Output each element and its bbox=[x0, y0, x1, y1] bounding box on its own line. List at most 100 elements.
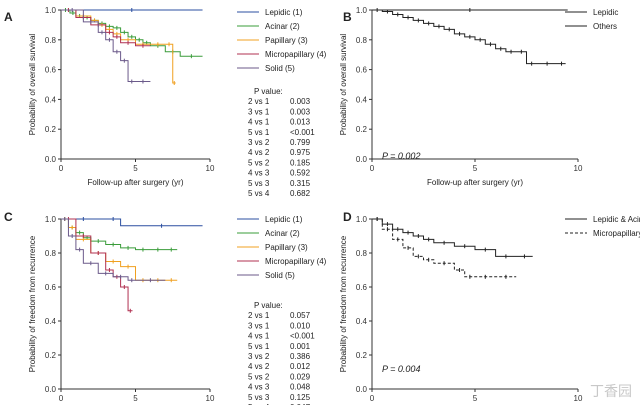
y-tick-label: 0.4 bbox=[45, 317, 57, 326]
legend-label-3: Papillary (3) bbox=[265, 36, 308, 45]
series-line-2 bbox=[61, 9, 203, 57]
panel-letter-c: C bbox=[4, 210, 13, 224]
pvalue-comparison: 3 vs 1 bbox=[248, 321, 270, 330]
y-tick-label: 0.6 bbox=[45, 66, 57, 75]
pvalue-comparison: 5 vs 3 bbox=[248, 393, 270, 402]
y-axis-label: Probability of overall survival bbox=[28, 34, 37, 136]
y-tick-label: 0.8 bbox=[45, 249, 57, 258]
pvalue-value: 0.682 bbox=[290, 189, 311, 198]
pvalue-comparison: 4 vs 3 bbox=[248, 169, 270, 178]
pvalue-comparison: 5 vs 2 bbox=[248, 372, 270, 381]
pvalue-comparison: 4 vs 2 bbox=[248, 148, 270, 157]
pvalue-value: <0.001 bbox=[290, 332, 315, 341]
legend-a: Lepidic (1) Acinar (2) Papillary (3) Microp… bbox=[237, 8, 327, 73]
series-line-4 bbox=[61, 218, 133, 312]
x-tick-label: 0 bbox=[370, 394, 375, 403]
pvalue-comparison: 2 vs 1 bbox=[248, 311, 270, 320]
legend-label-2: Micropapillary & Solid bbox=[593, 229, 640, 238]
series-line-3 bbox=[61, 9, 176, 84]
y-tick-label: 0.0 bbox=[45, 385, 57, 394]
x-tick-label: 5 bbox=[473, 394, 478, 403]
pvalue-title: P value: bbox=[254, 301, 283, 310]
pvalue-value: 0.386 bbox=[290, 352, 311, 361]
y-tick-label: 0.6 bbox=[356, 66, 368, 75]
y-axis-label: Probability of freedom from recurrence bbox=[339, 235, 348, 372]
pvalue-comparison: 3 vs 1 bbox=[248, 107, 270, 116]
watermark: 丁香园 bbox=[590, 384, 632, 400]
legend-label-1: Lepidic bbox=[593, 8, 618, 17]
pvalue-table-a: P value:2 vs 1 0.003 3 vs 1 0.003 4 vs 1 0.01… bbox=[248, 87, 315, 198]
x-tick-label: 5 bbox=[473, 164, 478, 173]
pvalue-value: 0.012 bbox=[290, 362, 311, 371]
series-line-5 bbox=[61, 9, 151, 83]
y-tick-label: 0.6 bbox=[45, 283, 57, 292]
pvalue-value: 0.029 bbox=[290, 372, 311, 381]
legend-b: Lepidic Others bbox=[565, 8, 618, 31]
x-tick-label: 10 bbox=[206, 164, 215, 173]
x-tick-label: 0 bbox=[59, 164, 64, 173]
series-line-2 bbox=[372, 218, 517, 278]
legend-label-5: Solid (5) bbox=[265, 271, 295, 280]
legend-label-1: Lepidic (1) bbox=[265, 215, 303, 224]
y-tick-label: 0.8 bbox=[356, 36, 368, 45]
legend-label-3: Papillary (3) bbox=[265, 243, 308, 252]
y-tick-label: 1.0 bbox=[45, 215, 57, 224]
legend-label-2: Acinar (2) bbox=[265, 22, 300, 31]
y-tick-label: 0.2 bbox=[356, 125, 368, 134]
y-tick-label: 0.0 bbox=[45, 155, 57, 164]
pvalue-value: 0.315 bbox=[290, 179, 311, 188]
pvalue-value: 0.003 bbox=[290, 97, 311, 106]
p-annotation-d: P = 0.004 bbox=[382, 364, 420, 374]
legend-c: Lepidic (1) Acinar (2) Papillary (3) Microp… bbox=[237, 215, 327, 280]
pvalue-value: 0.592 bbox=[290, 169, 311, 178]
panel-letter-d: D bbox=[343, 210, 352, 224]
pvalue-comparison: 5 vs 4 bbox=[248, 189, 270, 198]
pvalue-table-c: P value:2 vs 1 0.057 3 vs 1 0.010 4 vs 1 <0.0… bbox=[248, 301, 315, 405]
panel-letter-b: B bbox=[343, 10, 352, 24]
y-axis-label: Probability of freedom from recurrence bbox=[28, 235, 37, 372]
pvalue-comparison: 2 vs 1 bbox=[248, 97, 270, 106]
x-tick-label: 5 bbox=[133, 164, 138, 173]
y-tick-label: 0.2 bbox=[45, 125, 57, 134]
legend-label-4: Micropapillary (4) bbox=[265, 257, 327, 266]
legend-label-2: Acinar (2) bbox=[265, 229, 300, 238]
y-tick-label: 0.2 bbox=[45, 351, 57, 360]
pvalue-comparison: 4 vs 1 bbox=[248, 332, 270, 341]
pvalue-comparison: 5 vs 4 bbox=[248, 403, 270, 405]
pvalue-title: P value: bbox=[254, 87, 283, 96]
y-tick-label: 0.4 bbox=[45, 95, 57, 104]
pvalue-comparison: 3 vs 2 bbox=[248, 352, 270, 361]
pvalue-value: 0.048 bbox=[290, 383, 311, 392]
y-tick-label: 1.0 bbox=[356, 6, 368, 15]
y-tick-label: 1.0 bbox=[45, 6, 57, 15]
y-tick-label: 0.4 bbox=[356, 317, 368, 326]
panel-b: B 0.0 0.2 0.4 0.6 0.8 1.0 0 5 10 Follow-up after s… bbox=[339, 6, 618, 187]
legend-label-1: Lepidic & Acinar & Papillary bbox=[593, 215, 640, 224]
panel-letter-a: A bbox=[4, 10, 13, 24]
x-tick-label: 10 bbox=[574, 394, 583, 403]
pvalue-comparison: 3 vs 2 bbox=[248, 138, 270, 147]
series-line-2 bbox=[372, 9, 566, 65]
x-axis-label: Follow-up after surgery (yr) bbox=[427, 178, 523, 187]
pvalue-value: 0.001 bbox=[290, 342, 311, 351]
x-tick-label: 10 bbox=[206, 394, 215, 403]
pvalue-value: 0.975 bbox=[290, 148, 311, 157]
y-tick-label: 1.0 bbox=[356, 215, 368, 224]
y-tick-label: 0.4 bbox=[356, 95, 368, 104]
pvalue-comparison: 5 vs 1 bbox=[248, 128, 270, 137]
pvalue-value: 0.047 bbox=[290, 403, 311, 405]
x-tick-label: 10 bbox=[574, 164, 583, 173]
pvalue-comparison: 4 vs 1 bbox=[248, 118, 270, 127]
pvalue-comparison: 4 vs 2 bbox=[248, 362, 270, 371]
pvalue-comparison: 5 vs 3 bbox=[248, 179, 270, 188]
legend-label-4: Micropapillary (4) bbox=[265, 50, 327, 59]
y-tick-label: 0.0 bbox=[356, 385, 368, 394]
p-annotation-b: P = 0.002 bbox=[382, 151, 420, 161]
pvalue-value: 0.003 bbox=[290, 107, 311, 116]
x-tick-label: 0 bbox=[370, 164, 375, 173]
pvalue-value: 0.799 bbox=[290, 138, 311, 147]
series-line-4 bbox=[61, 9, 151, 47]
y-tick-label: 0.2 bbox=[356, 351, 368, 360]
